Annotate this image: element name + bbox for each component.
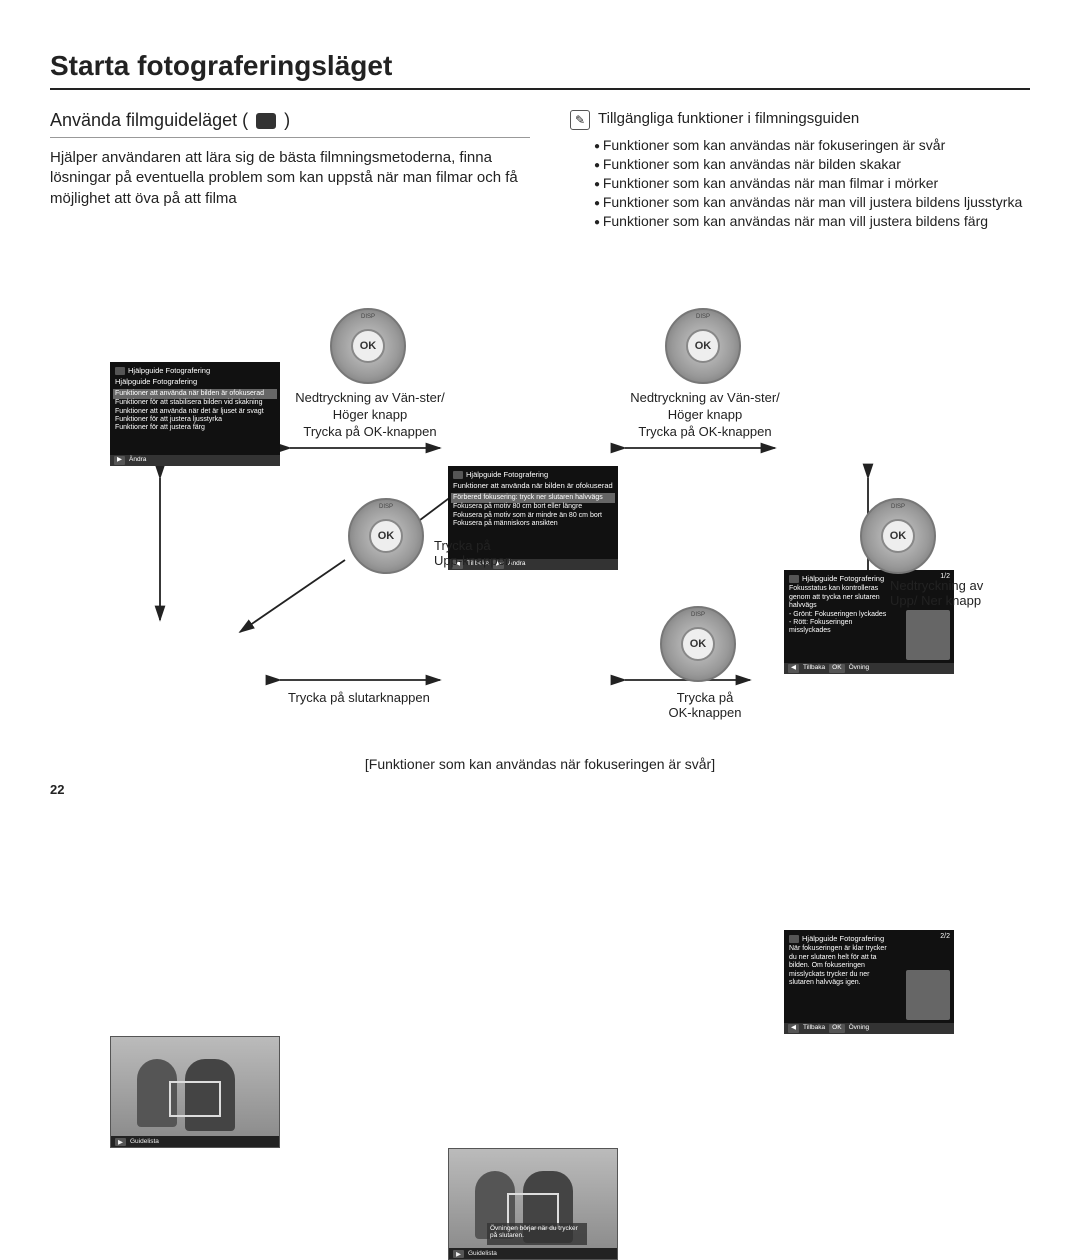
hs-thumb	[906, 970, 950, 1020]
bar-label: Guidelista	[468, 1250, 497, 1257]
page-title: Starta fotograferingsläget	[50, 50, 1030, 90]
hs-row: Fokusera på människors ansikten	[453, 520, 613, 528]
bar-label: Övning	[849, 1024, 870, 1032]
hs-row: Funktioner att använda när bilden är ofo…	[113, 389, 277, 399]
hs-row: Fokusera på motiv 80 cm bort eller längr…	[453, 503, 613, 511]
hs-row: - Rött: Fokuseringen misslyckades	[789, 619, 889, 636]
hs-row: Funktioner för att stabilisera bilden vi…	[115, 399, 275, 407]
left-column: Använda filmguideläget ( ) Hjälper använ…	[50, 110, 530, 230]
nav-dial: DISP OK	[665, 308, 741, 384]
function-item: Funktioner som kan användas när bilden s…	[594, 155, 1030, 174]
bar-btn: OK	[829, 1024, 844, 1032]
bar-btn: ▶	[114, 456, 125, 464]
hs-row: Funktioner för att justera färg	[115, 424, 275, 432]
nav-dial: DISP OK	[860, 498, 936, 574]
photo-bar: ▶ Guidelista	[449, 1248, 617, 1259]
hs-row: - Grönt: Fokuseringen lyckades	[789, 611, 889, 619]
nav-dial: DISP OK	[660, 606, 736, 682]
camera-icon	[789, 575, 799, 583]
focus-box	[169, 1081, 221, 1117]
right-column: ✎ Tillgängliga funktioner i filmningsgui…	[570, 110, 1030, 230]
dial-disp-label: DISP	[891, 504, 905, 510]
bar-btn: ▶	[453, 1250, 464, 1258]
subtitle: Använda filmguideläget (	[50, 110, 248, 131]
camera-icon	[115, 367, 125, 375]
photo-overlay-text: Övningen börjar när du trycker på slutar…	[487, 1223, 587, 1245]
help-screen-1: Hjälpguide Fotografering Hjälpguide Foto…	[110, 362, 280, 466]
hs-row: Funktioner att använda när det är ljuset…	[115, 408, 275, 416]
hs-bar: ▶ Ändra	[110, 455, 280, 466]
function-item: Funktioner som kan användas när man film…	[594, 174, 1030, 193]
hs-title: Hjälpguide Fotografering	[466, 470, 548, 479]
caption-up-down: Nedtryckning av Upp/ Ner knapp	[890, 578, 1020, 608]
hs-row: När fokuseringen är klar trycker du ner …	[789, 945, 889, 987]
dial-disp-label: DISP	[379, 504, 393, 510]
dial-ok-label: OK	[351, 329, 385, 363]
photo-bar: ▶ Guidelista	[111, 1136, 279, 1147]
bar-btn: ◀	[788, 1024, 799, 1032]
diagram-footer-caption: [Funktioner som kan användas när fokuser…	[50, 756, 1030, 772]
nav-dial: DISP OK	[348, 498, 424, 574]
hs-row: Fokusstatus kan kontrolleras genom att t…	[789, 585, 889, 610]
bar-label: Ändra	[129, 456, 146, 464]
dial-ok-label: OK	[681, 627, 715, 661]
functions-list: Funktioner som kan användas när fokuseri…	[594, 136, 1030, 230]
bar-label: Tillbaka	[803, 1024, 825, 1032]
hs-body: När fokuseringen är klar trycker du ner …	[789, 945, 889, 987]
subtitle-row: Använda filmguideläget ( )	[50, 110, 530, 138]
hs-subtitle: Funktioner att använda när bilden är ofo…	[453, 481, 613, 490]
hs-body: Fokusstatus kan kontrolleras genom att t…	[789, 585, 889, 635]
bar-btn: OK	[829, 664, 844, 672]
hs-title: Hjälpguide Fotografering	[802, 574, 884, 583]
hs-page: 2/2	[940, 933, 950, 942]
photo-preview-2: Övningen börjar när du trycker på slutar…	[448, 1148, 618, 1260]
hs-bar: ◀ Tillbaka OK Övning	[784, 663, 954, 674]
dial-ok-label: OK	[369, 519, 403, 553]
film-guide-mode-icon	[256, 113, 276, 129]
bar-btn: ▶	[115, 1138, 126, 1146]
bar-label: Tillbaka	[803, 664, 825, 672]
bar-label: Övning	[849, 664, 870, 672]
nav-dial: DISP OK	[330, 308, 406, 384]
help-screen-4: Hjälpguide Fotografering 2/2 När fokuser…	[784, 930, 954, 1034]
hs-row: Funktioner för att justera ljusstyrka	[115, 416, 275, 424]
photo-preview-1: ▶ Guidelista	[110, 1036, 280, 1148]
hs-rows: Förbered fokusering: tryck ner slutaren …	[453, 493, 613, 529]
caption-left-right-ok: Nedtryckning av Vän-ster/ Höger knapp Tr…	[625, 390, 785, 441]
dial-ok-label: OK	[881, 519, 915, 553]
caption-up: Trycka på Upp-knappen	[434, 538, 544, 568]
dial-ok-label: OK	[686, 329, 720, 363]
dial-disp-label: DISP	[361, 314, 375, 320]
intro-columns: Använda filmguideläget ( ) Hjälper använ…	[50, 110, 1030, 230]
intro-text: Hjälper användaren att lära sig de bästa…	[50, 148, 530, 209]
hs-thumb	[906, 610, 950, 660]
caption-ok: Trycka på OK-knappen	[650, 690, 760, 720]
caption-left-right-ok: Nedtryckning av Vän-ster/ Höger knapp Tr…	[290, 390, 450, 441]
function-item: Funktioner som kan användas när man vill…	[594, 193, 1030, 212]
note-icon: ✎	[570, 110, 590, 130]
page-number: 22	[50, 782, 64, 797]
note-row: ✎ Tillgängliga funktioner i filmningsgui…	[570, 110, 1030, 130]
hs-row: Fokusera på motiv som är mindre än 80 cm…	[453, 512, 613, 520]
camera-icon	[789, 935, 799, 943]
hs-title: Hjälpguide Fotografering	[128, 366, 210, 375]
camera-icon	[453, 471, 463, 479]
hs-subtitle: Hjälpguide Fotografering	[115, 377, 275, 386]
subtitle-close: )	[284, 110, 290, 131]
bar-btn: ◀	[788, 664, 799, 672]
bar-label: Guidelista	[130, 1138, 159, 1145]
hs-bar: ◀ Tillbaka OK Övning	[784, 1023, 954, 1034]
dial-disp-label: DISP	[696, 314, 710, 320]
note-title: Tillgängliga funktioner i filmningsguide…	[598, 110, 859, 127]
hs-rows: Funktioner att använda när bilden är ofo…	[115, 389, 275, 433]
hs-title: Hjälpguide Fotografering	[802, 934, 884, 943]
flow-diagram: DISP OK DISP OK Nedtryckning av Vän-ster…	[50, 300, 1030, 780]
hs-row: Förbered fokusering: tryck ner slutaren …	[451, 493, 615, 503]
function-item: Funktioner som kan användas när fokuseri…	[594, 136, 1030, 155]
dial-disp-label: DISP	[691, 612, 705, 618]
caption-shutter: Trycka på slutarknappen	[288, 690, 448, 705]
function-item: Funktioner som kan användas när man vill…	[594, 212, 1030, 231]
